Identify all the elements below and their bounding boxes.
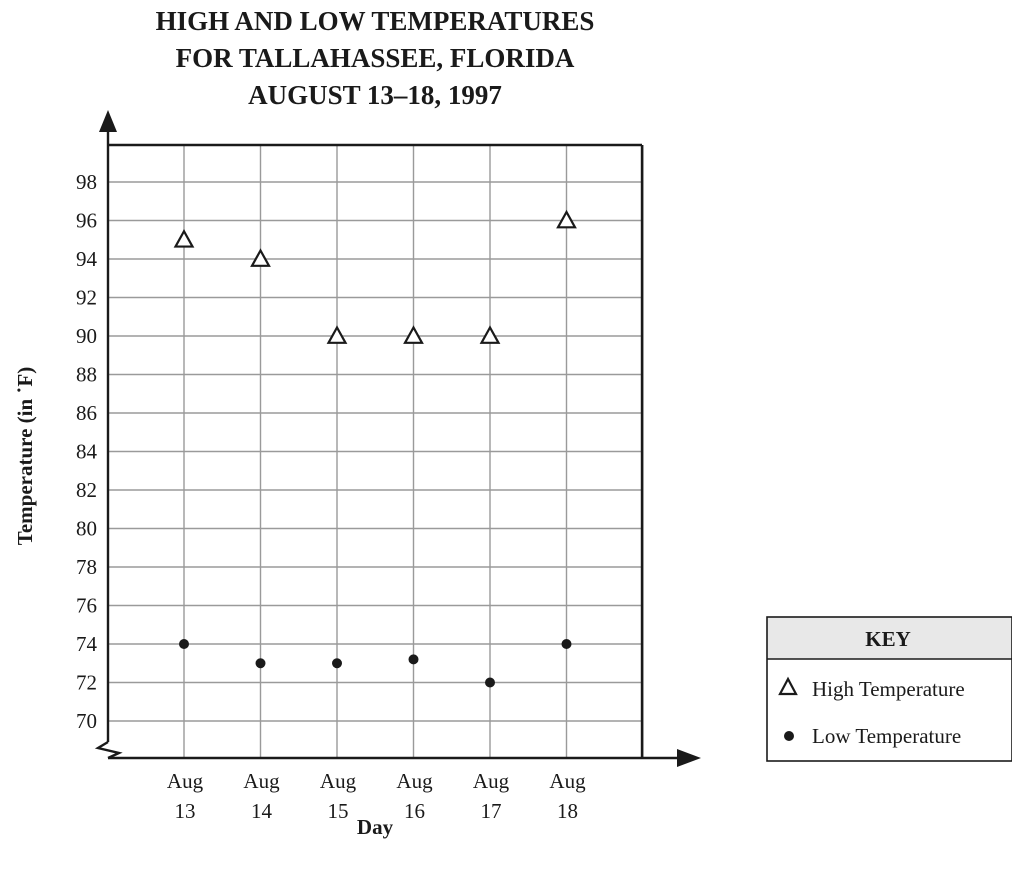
chart-title-line: AUGUST 13–18, 1997 <box>248 80 502 110</box>
x-tick-label: 13 <box>175 799 196 823</box>
y-tick-label: 90 <box>76 324 97 348</box>
legend-key: KEY High Temperature Low Temperature <box>766 616 1012 762</box>
low-temp-point <box>332 658 342 669</box>
x-tick-label: Aug <box>549 769 586 793</box>
x-tick-label: Aug <box>243 769 280 793</box>
x-tick-label: 17 <box>481 799 502 823</box>
y-tick-label: 78 <box>76 555 97 579</box>
x-tick-label: 15 <box>328 799 349 823</box>
chart-title-line: HIGH AND LOW TEMPERATURES <box>156 6 595 36</box>
y-tick-label: 82 <box>76 478 97 502</box>
chart-title: HIGH AND LOW TEMPERATURES FOR TALLAHASSEE… <box>156 6 595 110</box>
x-tick-label: Aug <box>320 769 357 793</box>
y-tick-label: 72 <box>76 671 97 695</box>
y-tick-label: 70 <box>76 709 97 733</box>
low-temp-point <box>255 658 266 669</box>
x-axis-arrow-icon <box>677 749 701 767</box>
low-temp-point <box>179 639 189 649</box>
legend-low-dot-icon <box>784 731 794 741</box>
high-temp-point <box>556 209 577 229</box>
high-temp-point <box>173 228 195 248</box>
high-temp-point <box>326 325 348 344</box>
data-points <box>173 209 577 688</box>
y-tick-label: 98 <box>76 170 97 194</box>
y-tick-label: 92 <box>76 286 97 310</box>
y-tick-label: 76 <box>76 594 97 618</box>
low-temp-point <box>408 654 419 665</box>
high-temp-point <box>403 325 424 344</box>
x-tick-label: 14 <box>251 799 273 823</box>
x-tick-label: 16 <box>404 799 425 823</box>
high-temp-point <box>250 248 271 267</box>
y-tick-label: 86 <box>76 401 97 425</box>
y-tick-label: 94 <box>76 247 98 271</box>
y-tick-label: 96 <box>76 209 97 233</box>
high-temp-point <box>479 325 501 344</box>
legend-high-triangle-icon <box>778 676 798 696</box>
legend-title: KEY <box>865 627 911 651</box>
low-temp-point <box>561 639 572 649</box>
y-tick-label: 80 <box>76 517 97 541</box>
plot-frame <box>94 110 701 767</box>
y-axis-title: Temperature (in ˙F) <box>13 367 37 545</box>
x-tick-label: Aug <box>473 769 510 793</box>
chart-title-line: FOR TALLAHASSEE, FLORIDA <box>176 43 575 73</box>
y-axis-arrow-icon <box>99 110 117 132</box>
x-tick-label: 18 <box>557 799 578 823</box>
x-tick-label: Aug <box>167 769 204 793</box>
y-tick-labels: 70 72 74 76 78 80 82 84 86 88 90 92 94 96 98 <box>76 170 98 733</box>
legend-high-label: High Temperature <box>812 677 965 701</box>
axis-break-mark <box>94 740 123 760</box>
y-tick-label: 74 <box>76 632 98 656</box>
x-tick-labels: Aug 13 Aug 14 Aug 15 Aug 16 Aug 17 Aug 18 <box>167 769 586 823</box>
x-tick-label: Aug <box>396 769 433 793</box>
legend-low-label: Low Temperature <box>812 724 961 748</box>
y-tick-label: 84 <box>76 440 98 464</box>
low-temp-point <box>485 677 495 688</box>
y-tick-label: 88 <box>76 363 97 387</box>
x-axis-title: Day <box>357 815 394 839</box>
